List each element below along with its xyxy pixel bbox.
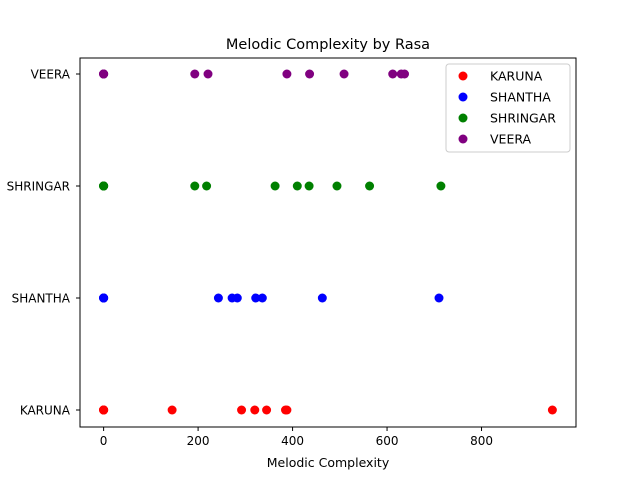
legend-marker-karuna — [458, 71, 468, 81]
data-point-shringar — [202, 181, 212, 191]
y-tick-label: SHANTHA — [12, 292, 71, 306]
data-point-shantha — [317, 293, 327, 303]
data-point-shringar — [332, 181, 342, 191]
data-point-karuna — [237, 405, 247, 415]
data-point-veera — [305, 69, 315, 79]
chart-title: Melodic Complexity by Rasa — [226, 37, 430, 53]
x-axis: 0 200 400 600 800 — [100, 427, 493, 448]
data-point-shringar — [365, 181, 375, 191]
data-point-shringar — [190, 181, 200, 191]
data-point-veera — [339, 69, 349, 79]
data-point-karuna — [167, 405, 177, 415]
x-axis-label: Melodic Complexity — [267, 455, 390, 470]
legend-marker-shringar — [458, 113, 468, 123]
points-layer — [99, 69, 557, 415]
data-point-shringar — [292, 181, 302, 191]
data-point-shantha — [232, 293, 242, 303]
data-point-karuna — [547, 405, 557, 415]
data-point-shringar — [304, 181, 314, 191]
y-axis: KARUNA SHANTHA SHRINGAR VEERA — [7, 68, 80, 418]
plot-frame — [79, 57, 577, 428]
legend-marker-shantha — [458, 92, 468, 102]
data-point-veera — [190, 69, 200, 79]
data-point-karuna — [262, 405, 272, 415]
data-point-karuna — [282, 405, 292, 415]
y-tick-label: SHRINGAR — [7, 180, 70, 194]
legend-label-veera: VEERA — [490, 132, 532, 147]
data-point-karuna — [99, 405, 109, 415]
data-point-veera — [400, 69, 410, 79]
data-point-shantha — [251, 293, 261, 303]
data-point-shantha — [213, 293, 223, 303]
x-tick-label: 200 — [187, 434, 210, 448]
data-point-shantha — [434, 293, 444, 303]
x-tick-label: 400 — [281, 434, 304, 448]
data-point-veera — [99, 69, 109, 79]
legend: KARUNA SHANTHA SHRINGAR VEERA — [445, 63, 571, 153]
data-point-shringar — [99, 181, 109, 191]
data-point-shringar — [270, 181, 280, 191]
data-point-karuna — [250, 405, 260, 415]
legend-label-shantha: SHANTHA — [490, 90, 551, 105]
data-point-shringar — [436, 181, 446, 191]
legend-frame — [445, 63, 571, 153]
y-tick-label: KARUNA — [20, 404, 71, 418]
x-tick-label: 0 — [100, 434, 108, 448]
x-tick-label: 600 — [376, 434, 399, 448]
data-point-shantha — [257, 293, 267, 303]
y-tick-label: VEERA — [31, 68, 71, 82]
data-point-veera — [282, 69, 292, 79]
data-point-veera — [388, 69, 398, 79]
legend-label-karuna: KARUNA — [490, 69, 543, 84]
legend-label-shringar: SHRINGAR — [490, 111, 556, 126]
data-point-shantha — [99, 293, 109, 303]
legend-marker-veera — [458, 134, 468, 144]
data-point-veera — [203, 69, 213, 79]
x-tick-label: 800 — [470, 434, 493, 448]
